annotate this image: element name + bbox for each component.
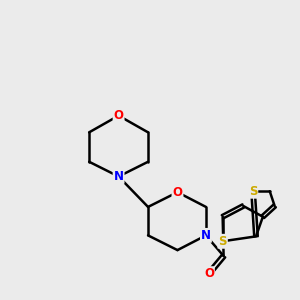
Text: S: S — [249, 185, 257, 198]
Text: N: N — [201, 229, 211, 242]
Text: N: N — [114, 170, 124, 183]
Text: O: O — [172, 186, 182, 199]
Text: O: O — [114, 109, 124, 122]
Text: O: O — [204, 267, 214, 280]
Text: S: S — [218, 235, 227, 248]
